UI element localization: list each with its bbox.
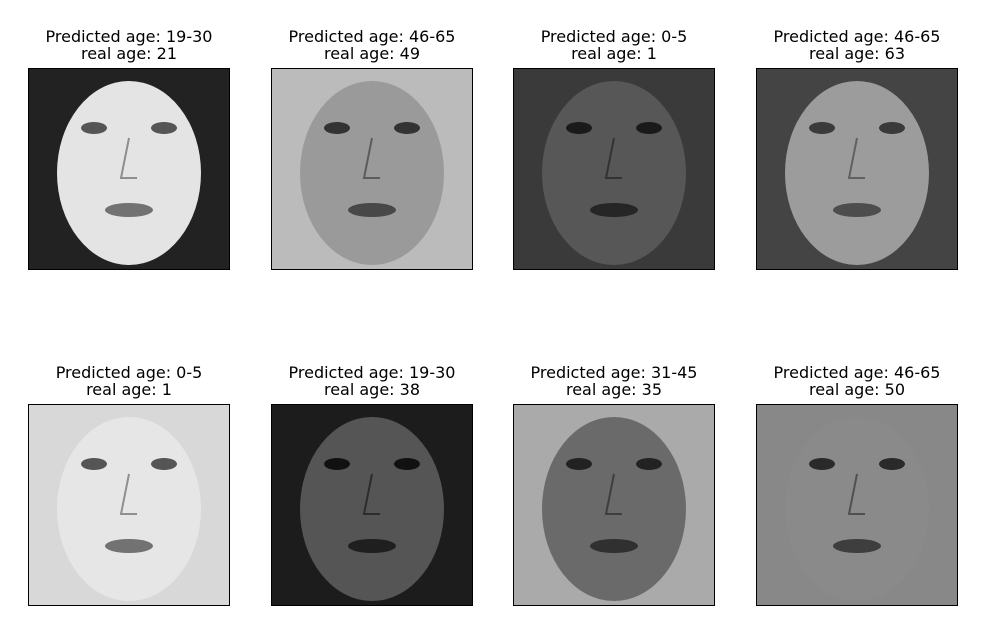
predicted-age-title: Predicted age: 0-5 [56, 363, 203, 382]
real-age-title: real age: 49 [324, 44, 420, 63]
image-frame [28, 68, 230, 270]
predicted-age-title: Predicted age: 46-65 [774, 27, 941, 46]
eye [636, 458, 662, 470]
face [300, 417, 444, 601]
face [57, 81, 201, 265]
face [785, 417, 929, 601]
image-frame [513, 404, 715, 606]
face [57, 417, 201, 601]
image-panel [756, 68, 958, 270]
predicted-age-title: Predicted age: 31-45 [531, 363, 698, 382]
nose [362, 137, 380, 179]
eye [394, 122, 420, 134]
nose [362, 473, 380, 515]
predicted-age-title: Predicted age: 19-30 [289, 363, 456, 382]
eye [809, 458, 835, 470]
image-frame [756, 404, 958, 606]
image-frame [271, 404, 473, 606]
image-panel [513, 68, 715, 270]
face [542, 417, 686, 601]
eye [636, 122, 662, 134]
nose [604, 137, 622, 179]
eye [879, 458, 905, 470]
predicted-age-title: Predicted age: 46-65 [289, 27, 456, 46]
predicted-age-title: Predicted age: 0-5 [541, 27, 688, 46]
real-age-title: real age: 50 [809, 380, 905, 399]
image-panel [28, 404, 230, 606]
image-frame [28, 404, 230, 606]
image-frame [271, 68, 473, 270]
real-age-title: real age: 63 [809, 44, 905, 63]
real-age-title: real age: 35 [566, 380, 662, 399]
eye [566, 458, 592, 470]
nose [847, 473, 865, 515]
eye [809, 122, 835, 134]
real-age-title: real age: 1 [86, 380, 172, 399]
eye [151, 122, 177, 134]
mouth [833, 203, 881, 217]
mouth [105, 539, 153, 553]
mouth [590, 539, 638, 553]
predicted-age-title: Predicted age: 19-30 [46, 27, 213, 46]
real-age-title: real age: 38 [324, 380, 420, 399]
eye [394, 458, 420, 470]
eye [151, 458, 177, 470]
eye [566, 122, 592, 134]
eye [81, 458, 107, 470]
nose [119, 473, 137, 515]
nose [847, 137, 865, 179]
face [542, 81, 686, 265]
mouth [105, 203, 153, 217]
mouth [348, 203, 396, 217]
predicted-age-title: Predicted age: 46-65 [774, 363, 941, 382]
mouth [590, 203, 638, 217]
image-panel [756, 404, 958, 606]
image-panel [271, 404, 473, 606]
image-panel [513, 404, 715, 606]
eye [324, 458, 350, 470]
mouth [833, 539, 881, 553]
image-panel [271, 68, 473, 270]
image-frame [756, 68, 958, 270]
real-age-title: real age: 21 [81, 44, 177, 63]
image-panel [28, 68, 230, 270]
real-age-title: real age: 1 [571, 44, 657, 63]
eye [324, 122, 350, 134]
nose [604, 473, 622, 515]
face [785, 81, 929, 265]
image-frame [513, 68, 715, 270]
face [300, 81, 444, 265]
mouth [348, 539, 396, 553]
nose [119, 137, 137, 179]
eye [81, 122, 107, 134]
eye [879, 122, 905, 134]
